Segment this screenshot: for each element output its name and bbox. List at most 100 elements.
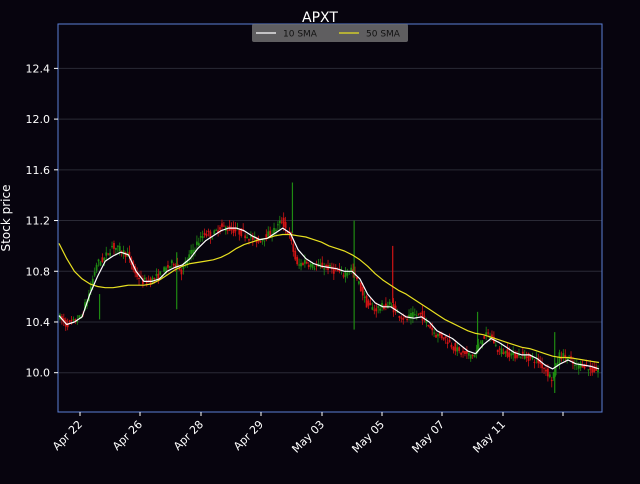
candle-body: [70, 320, 73, 322]
candle-body: [363, 296, 366, 298]
candle-body: [502, 352, 505, 355]
candle-body: [72, 318, 75, 320]
candle-body: [195, 241, 198, 245]
candle-body: [593, 366, 596, 373]
candle-body: [514, 352, 517, 359]
candle-body: [352, 269, 355, 272]
candle-body: [556, 362, 559, 366]
candle-body: [541, 363, 544, 369]
candle-body: [464, 350, 466, 355]
candle-body: [508, 352, 511, 358]
candle-body: [359, 282, 362, 292]
candle-body: [174, 264, 177, 268]
candle-body: [444, 336, 447, 338]
candle-body: [527, 353, 530, 361]
candle-body: [194, 249, 196, 251]
candle-body: [473, 354, 476, 358]
candle-body: [147, 280, 150, 282]
candle-body: [157, 273, 160, 280]
candle-body: [113, 242, 115, 249]
candle-body: [300, 262, 302, 267]
candle-body: [566, 357, 569, 361]
candle-body: [105, 252, 108, 256]
candle-body: [280, 221, 283, 223]
candle-body: [477, 344, 480, 350]
candle-body: [510, 353, 513, 356]
candle-body: [170, 260, 173, 264]
candle-body: [163, 267, 166, 272]
candle-body: [413, 314, 416, 316]
candle-body: [182, 265, 185, 270]
candle-body: [201, 236, 204, 239]
chart-title: APXT: [302, 10, 338, 26]
candle-body: [143, 277, 146, 280]
candle-body: [296, 257, 299, 265]
candle-body: [496, 349, 499, 353]
candle-body: [516, 354, 518, 358]
candle-body: [568, 358, 571, 360]
candle-body: [564, 354, 567, 359]
candle-body: [209, 231, 212, 239]
candle-body: [471, 355, 474, 357]
candle-body: [269, 230, 272, 236]
candle-body: [498, 348, 501, 350]
candle-body: [230, 227, 233, 231]
candle-body: [60, 316, 63, 320]
candle-body: [273, 227, 275, 234]
candle-body: [423, 316, 426, 318]
candle-body: [309, 263, 312, 267]
candle-body: [402, 318, 405, 320]
candle-body: [408, 314, 410, 319]
candle-body: [554, 363, 557, 376]
candle-body: [246, 237, 248, 239]
candle-body: [178, 267, 181, 271]
candle-body: [203, 232, 206, 235]
candle-body: [429, 325, 432, 329]
candle-body: [450, 344, 453, 348]
y-tick-label: 12.0: [26, 113, 51, 126]
candle-body: [519, 357, 522, 359]
candle-body: [168, 266, 171, 268]
candle-body: [506, 349, 509, 357]
candle-body: [500, 348, 503, 355]
candle-body: [483, 335, 486, 339]
candle-body: [460, 352, 463, 355]
candle-body: [249, 235, 252, 238]
x-tick-label: Apr 29: [231, 418, 266, 453]
candle-body: [165, 267, 167, 273]
candle-body: [361, 287, 364, 296]
candle-body: [438, 332, 441, 336]
candle-body: [521, 351, 524, 354]
candle-body: [298, 264, 301, 266]
candle-body: [435, 334, 437, 338]
candlestick-layer: [59, 182, 599, 393]
candle-body: [124, 252, 127, 258]
candle-body: [469, 354, 472, 359]
x-tick-label: May 07: [409, 418, 447, 456]
y-tick-label: 11.6: [26, 164, 51, 177]
candle-body: [545, 369, 547, 372]
candle-body: [375, 308, 378, 312]
candle-body: [562, 353, 565, 357]
candle-body: [89, 286, 92, 291]
candle-body: [76, 320, 79, 322]
candle-body: [167, 264, 169, 268]
legend-label-10-sma: 10 SMA: [283, 30, 318, 40]
candle-body: [303, 260, 306, 264]
candle-body: [365, 295, 368, 308]
candle-body: [101, 257, 104, 262]
candle-body: [78, 315, 81, 318]
candle-body: [323, 268, 326, 270]
candle-body: [546, 368, 549, 377]
candle-body: [448, 339, 451, 343]
candle-body: [325, 265, 328, 267]
candle-body: [475, 350, 478, 353]
x-tick-label: Apr 22: [50, 418, 85, 453]
candle-body: [292, 243, 295, 252]
candle-body: [219, 227, 221, 230]
legend: 10 SMA 50 SMA: [252, 24, 408, 42]
candle-body: [344, 272, 347, 278]
x-tick-label: May 05: [349, 418, 387, 456]
candle-body: [305, 261, 308, 264]
